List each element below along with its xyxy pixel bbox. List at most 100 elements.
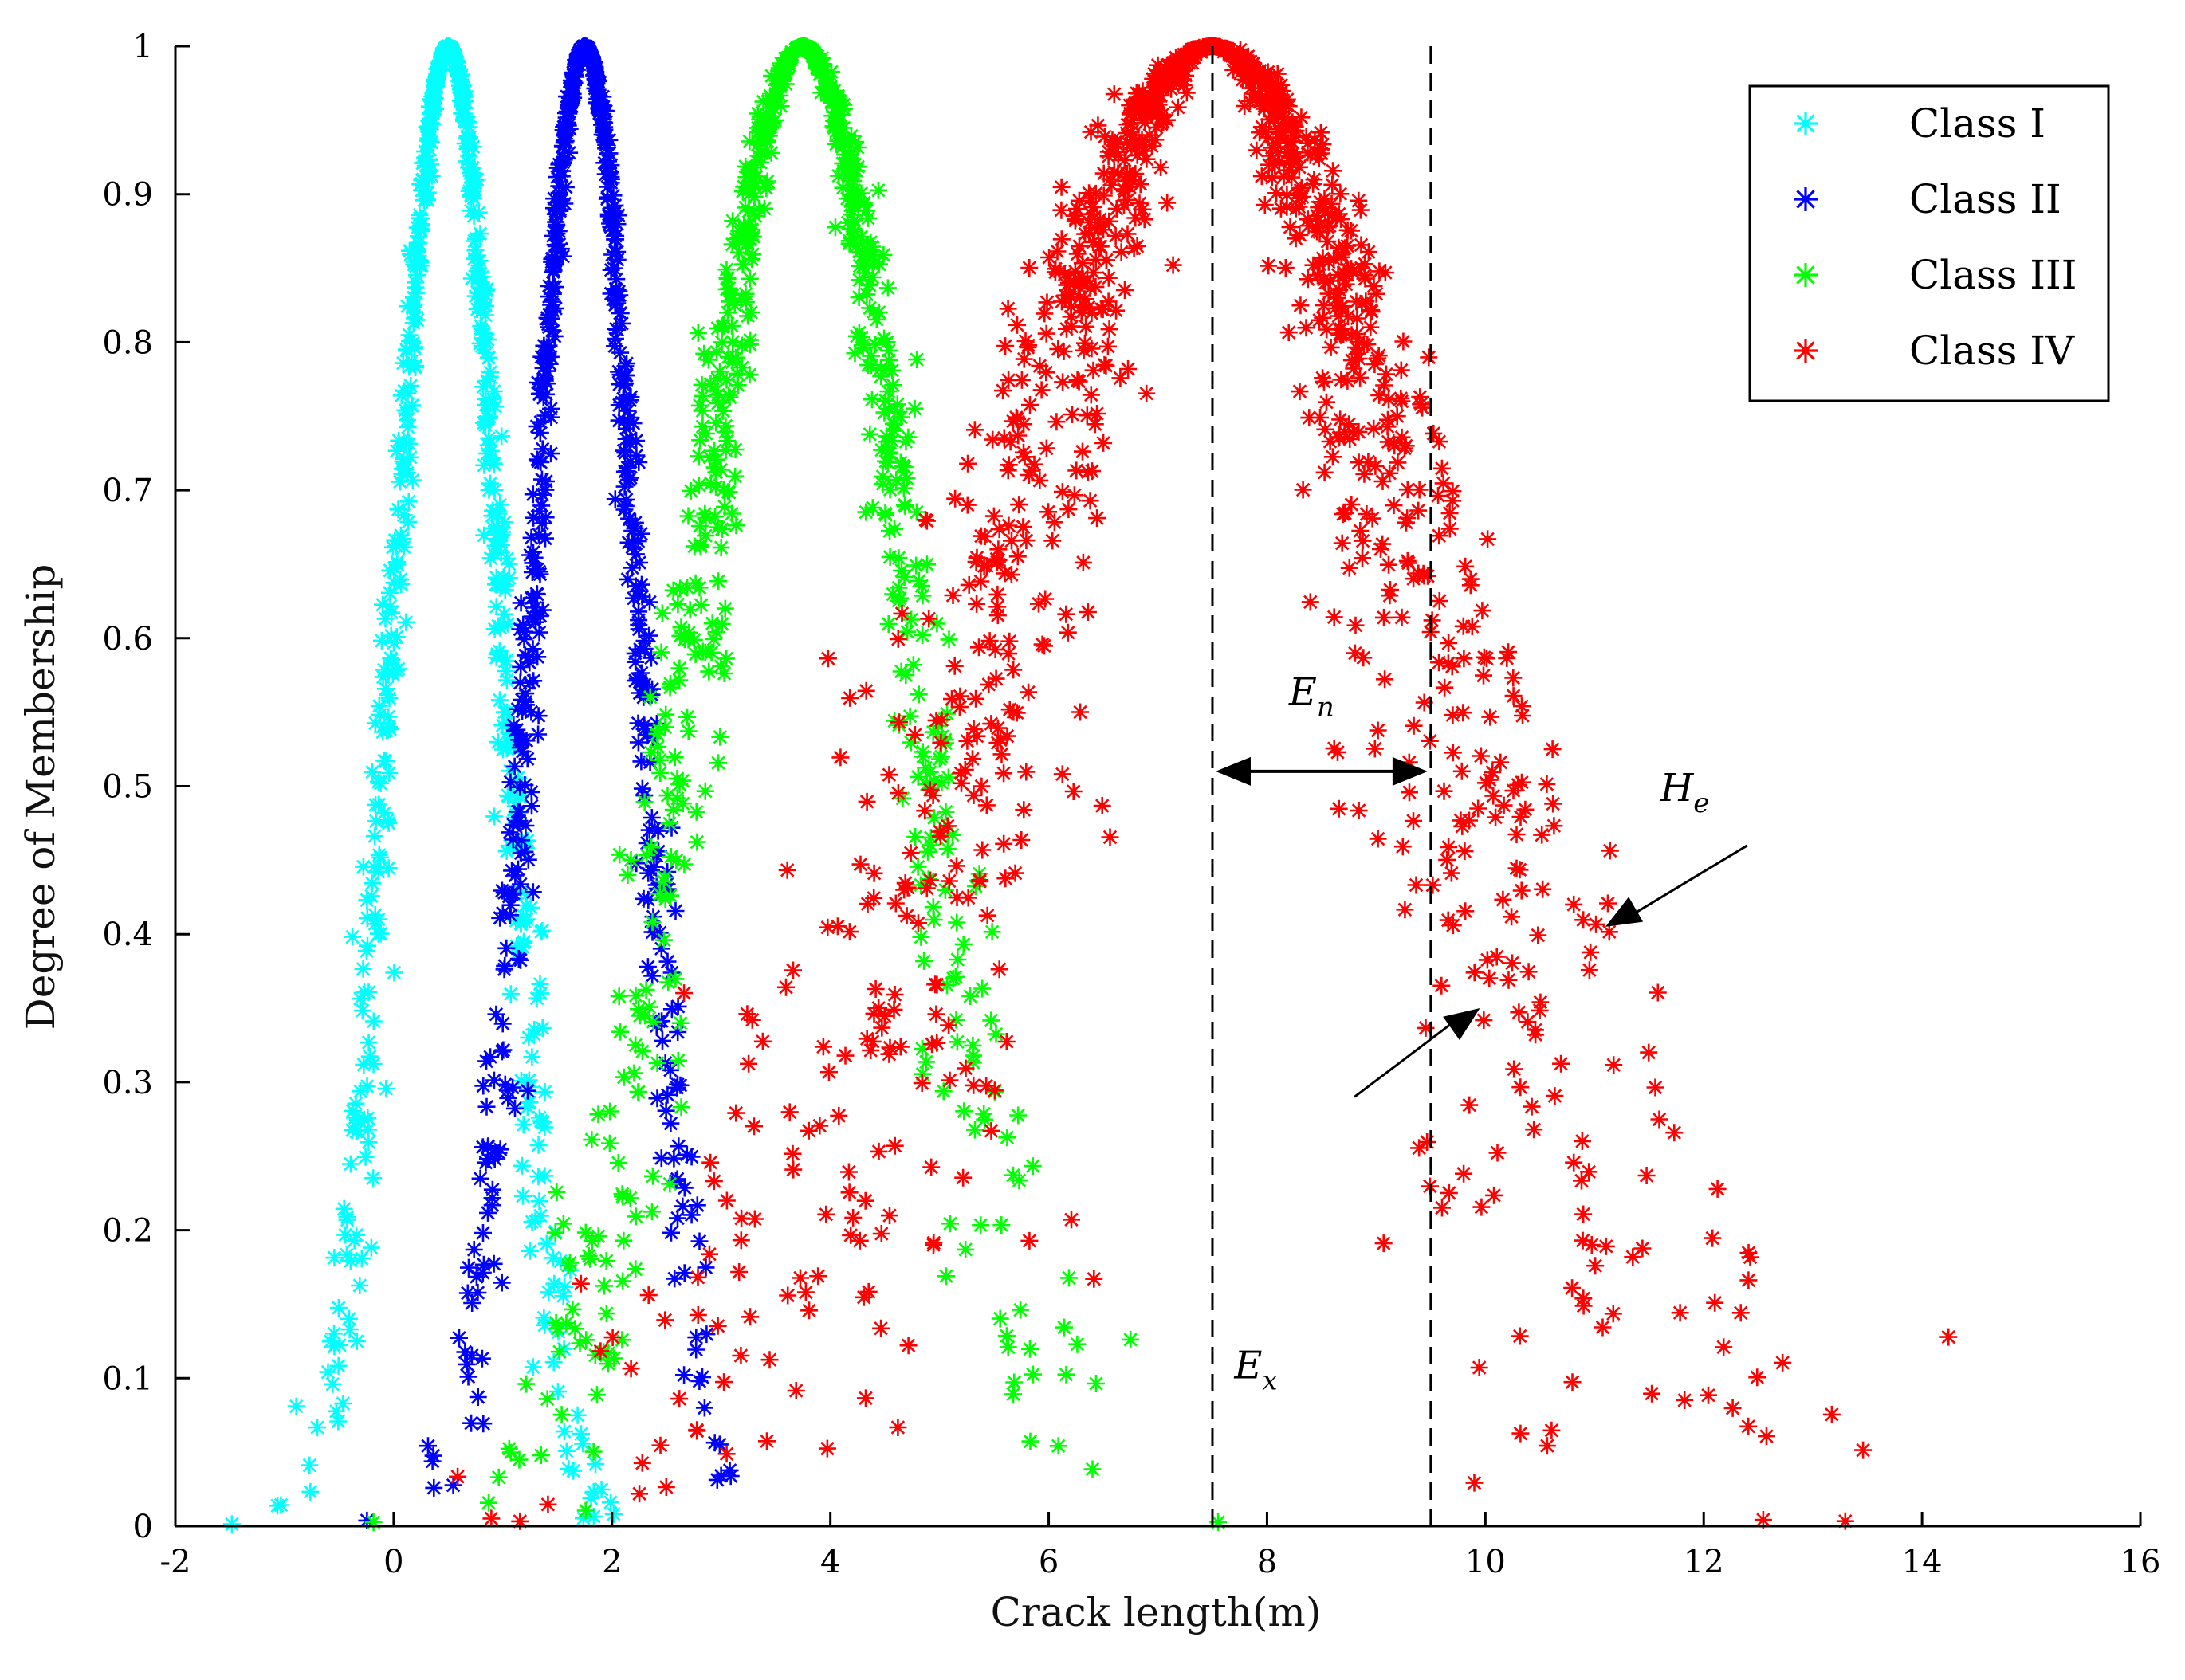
data-point: [416, 143, 434, 161]
data-point: [1055, 265, 1074, 284]
data-point: [1004, 412, 1022, 430]
data-point: [666, 1270, 684, 1288]
data-point: [1130, 194, 1149, 213]
data-point: [741, 366, 759, 384]
data-point: [1100, 212, 1118, 230]
data-point: [741, 269, 759, 288]
data-point: [616, 444, 635, 462]
data-point: [489, 1468, 508, 1486]
data-point: [873, 441, 891, 459]
data-point: [483, 1196, 501, 1215]
data-point: [611, 304, 629, 322]
data-point: [554, 247, 572, 265]
data-point: [525, 610, 543, 628]
data-point: [1339, 261, 1358, 279]
data-point: [1637, 1167, 1656, 1184]
data-point: [902, 844, 920, 862]
data-point: [480, 1494, 497, 1512]
data-point: [745, 187, 764, 206]
data-point: [872, 1225, 890, 1242]
data-point: [835, 119, 853, 137]
data-point: [1394, 332, 1413, 351]
data-point: [344, 1102, 362, 1120]
data-point: [1367, 285, 1385, 303]
data-point: [907, 556, 925, 575]
data-point: [712, 539, 730, 557]
data-point: [1079, 603, 1097, 621]
data-point: [536, 1316, 554, 1334]
data-point: [792, 1269, 809, 1287]
data-point: [353, 1002, 371, 1019]
data-point: [1221, 46, 1240, 65]
data-point: [690, 517, 709, 535]
data-point: [403, 471, 422, 489]
data-point: [372, 631, 391, 650]
data-point: [1362, 318, 1380, 336]
data-point: [1102, 176, 1121, 194]
data-point: [1353, 295, 1371, 313]
data-point: [355, 1055, 373, 1074]
data-point: [861, 299, 879, 317]
data-point: [560, 104, 578, 123]
data-point: [615, 500, 634, 519]
data-point: [460, 1258, 477, 1277]
data-point: [504, 1078, 522, 1097]
legend-label: Class IV: [1909, 328, 2075, 374]
data-point: [1059, 500, 1078, 519]
data-point: [1183, 49, 1201, 68]
data-point: [1260, 110, 1279, 128]
data-point: [1342, 326, 1361, 344]
data-point: [564, 73, 582, 92]
data-point: [655, 869, 674, 886]
data-point: [568, 1406, 587, 1424]
data-point: [881, 522, 898, 540]
data-point: [391, 571, 410, 589]
data-point: [633, 587, 651, 606]
data-point: [1058, 276, 1076, 294]
data-point: [462, 1346, 481, 1364]
data-point: [661, 678, 679, 697]
data-point: [511, 1512, 529, 1530]
data-point: [512, 844, 530, 862]
data-point: [1118, 171, 1136, 190]
data-point: [1021, 1432, 1039, 1450]
data-point: [819, 650, 837, 668]
data-point: [582, 46, 600, 65]
data-point: [1130, 88, 1148, 107]
data-point: [1377, 365, 1395, 383]
data-point: [1000, 371, 1018, 389]
data-point: [639, 958, 657, 976]
data-point: [652, 940, 670, 958]
data-point: [595, 1277, 613, 1295]
data-point: [360, 1121, 378, 1139]
data-point: [1495, 796, 1513, 814]
data-point: [1010, 496, 1028, 514]
data-point: [508, 937, 526, 955]
data-point: [1057, 605, 1075, 623]
data-point: [1470, 1359, 1488, 1376]
data-point: [1256, 97, 1274, 116]
data-point: [1415, 693, 1433, 712]
data-point: [1774, 1353, 1792, 1372]
data-point: [630, 1000, 648, 1019]
data-point: [648, 1054, 666, 1072]
data-point: [377, 680, 395, 698]
data-point: [938, 840, 957, 858]
data-point: [1415, 567, 1433, 585]
data-point: [851, 855, 870, 873]
data-point: [847, 237, 866, 255]
data-point: [661, 1175, 679, 1193]
data-point: [718, 269, 737, 287]
data-point: [982, 715, 1000, 733]
data-point: [1006, 864, 1024, 882]
data-point: [965, 720, 983, 738]
data-point: [501, 1443, 520, 1462]
data-point: [1369, 721, 1387, 740]
data-point: [1436, 678, 1454, 697]
data-point: [1646, 1078, 1664, 1097]
data-point: [1351, 522, 1370, 540]
data-point: [535, 336, 553, 355]
data-point: [1040, 249, 1059, 266]
data-point: [524, 1358, 542, 1376]
